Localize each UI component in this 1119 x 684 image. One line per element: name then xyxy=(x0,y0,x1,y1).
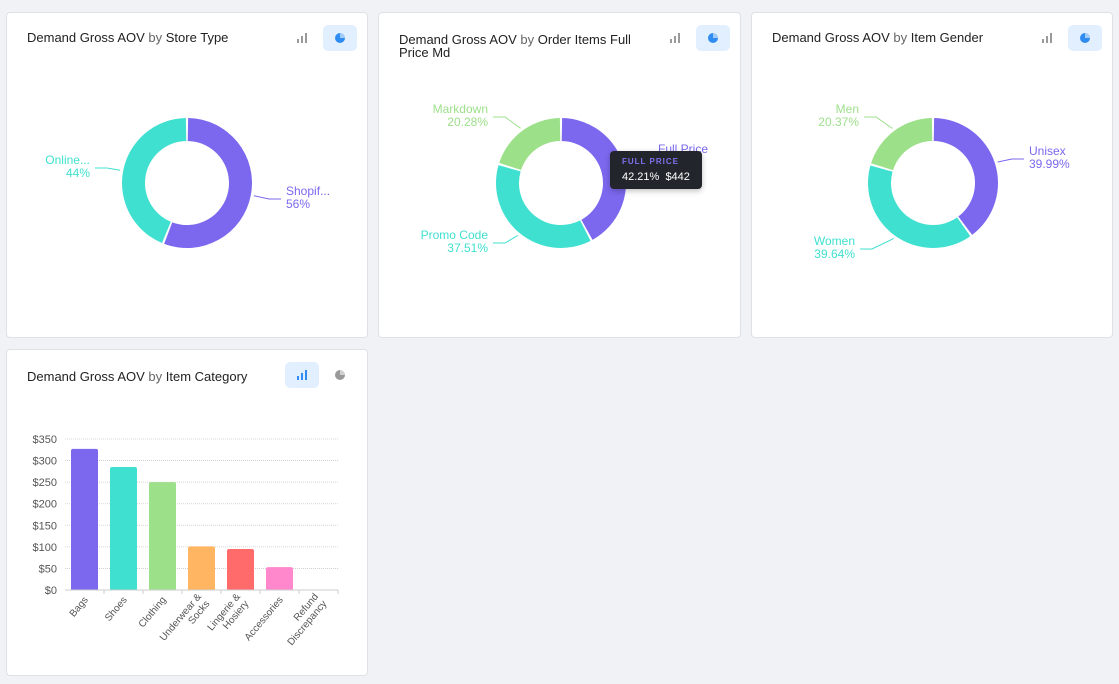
y-tick-label: $50 xyxy=(39,563,57,575)
donut-slice[interactable] xyxy=(164,118,253,249)
slice-label: Markdown xyxy=(433,102,488,116)
label-leader-line xyxy=(95,167,121,171)
card-title: Demand Gross AOV by Item Category xyxy=(27,369,248,384)
pie-chart-icon xyxy=(708,33,718,43)
pie-chart-icon xyxy=(335,33,345,43)
bar[interactable] xyxy=(188,546,215,590)
x-tick-label: Accessories xyxy=(243,595,286,643)
y-tick-label: $250 xyxy=(33,477,57,489)
slice-percent-label: 37.51% xyxy=(447,241,488,255)
slice-percent-label: 39.99% xyxy=(1029,157,1070,171)
y-tick-label: $350 xyxy=(33,434,57,446)
chart-card-item-category: Demand Gross AOV by Item Category $0 $50 $… xyxy=(6,349,368,676)
x-tick-label-line: Accessories xyxy=(243,595,286,643)
x-tick-label-line: Bags xyxy=(68,595,91,620)
donut-slice[interactable] xyxy=(122,118,187,244)
slice-percent-label: 20.28% xyxy=(447,115,488,129)
slice-label: Promo Code xyxy=(421,228,489,242)
chart-card-item-gender: Demand Gross AOV by Item Gender Unisex 39… xyxy=(751,12,1113,338)
donut-slice[interactable] xyxy=(499,118,561,171)
chart-tooltip: FULL PRICE 42.21% $442 xyxy=(610,151,702,189)
pie-chart-icon xyxy=(1080,33,1090,43)
x-tick-label-line: Shoes xyxy=(103,595,130,624)
pie-view-button[interactable] xyxy=(323,362,357,388)
slice-percent-label: 56% xyxy=(286,197,310,211)
y-tick-label: $200 xyxy=(33,499,57,511)
y-tick-label: $300 xyxy=(33,456,57,468)
bar-chart-icon xyxy=(670,33,680,43)
bar-view-button[interactable] xyxy=(285,362,319,388)
slice-label: Women xyxy=(814,234,855,248)
label-leader-line xyxy=(997,158,1024,163)
slice-label: Unisex xyxy=(1029,144,1066,158)
card-title: Demand Gross AOV by Store Type xyxy=(27,30,229,45)
bar[interactable] xyxy=(227,549,254,590)
y-tick-label: $150 xyxy=(33,520,57,532)
bar-chart-item-category: $0 $50 $100 $150 $200 $250 $300 $350 Bags Shoes Cl… xyxy=(33,434,339,648)
card-title: Demand Gross AOV by Order Items Full Pri… xyxy=(399,32,631,60)
bar-view-button[interactable] xyxy=(1030,25,1064,51)
donut-slice[interactable] xyxy=(561,118,626,240)
slice-label: Shopif... xyxy=(286,184,330,198)
donut-chart-store-type: Shopif...56% Online...44% xyxy=(45,118,330,249)
donut-slice[interactable] xyxy=(868,165,971,248)
bar-chart-icon xyxy=(297,370,307,380)
label-leader-line xyxy=(864,116,893,129)
bar-view-button[interactable] xyxy=(658,25,692,51)
bar-view-button[interactable] xyxy=(285,25,319,51)
x-tick-label-line: Clothing xyxy=(137,595,169,630)
y-tick-label: $100 xyxy=(33,542,57,554)
card-title: Demand Gross AOV by Item Gender xyxy=(772,30,984,45)
chart-card-store-type: Demand Gross AOV by Store Type Shopif...… xyxy=(6,12,368,338)
bar-chart-icon xyxy=(1042,33,1052,43)
slice-percent-label: 44% xyxy=(66,166,90,180)
bar[interactable] xyxy=(149,482,176,590)
slice-percent-label: 39.64% xyxy=(814,247,855,261)
pie-view-button[interactable] xyxy=(696,25,730,51)
chart-card-full-price: Demand Gross AOV by Order Items Full Pri… xyxy=(378,12,741,338)
y-tick-label: $0 xyxy=(45,585,57,597)
label-leader-line xyxy=(253,195,281,200)
pie-view-button[interactable] xyxy=(323,25,357,51)
x-tick-label: Clothing xyxy=(137,595,169,630)
x-tick-label: Shoes xyxy=(103,595,130,624)
donut-slice[interactable] xyxy=(496,165,591,248)
bar[interactable] xyxy=(110,467,137,590)
slice-percent-label: 20.37% xyxy=(818,115,859,129)
label-leader-line xyxy=(860,238,894,250)
bar[interactable] xyxy=(266,567,293,590)
slice-label: Online... xyxy=(45,153,90,167)
label-leader-line xyxy=(493,235,519,244)
bar-chart-icon xyxy=(297,33,307,43)
donut-slice[interactable] xyxy=(933,118,998,235)
label-leader-line xyxy=(493,116,521,129)
donut-slice[interactable] xyxy=(871,118,933,171)
slice-label: Men xyxy=(836,102,859,116)
x-tick-label: Bags xyxy=(68,595,91,620)
pie-chart-icon xyxy=(335,370,345,380)
bar[interactable] xyxy=(71,448,98,590)
pie-view-button[interactable] xyxy=(1068,25,1102,51)
